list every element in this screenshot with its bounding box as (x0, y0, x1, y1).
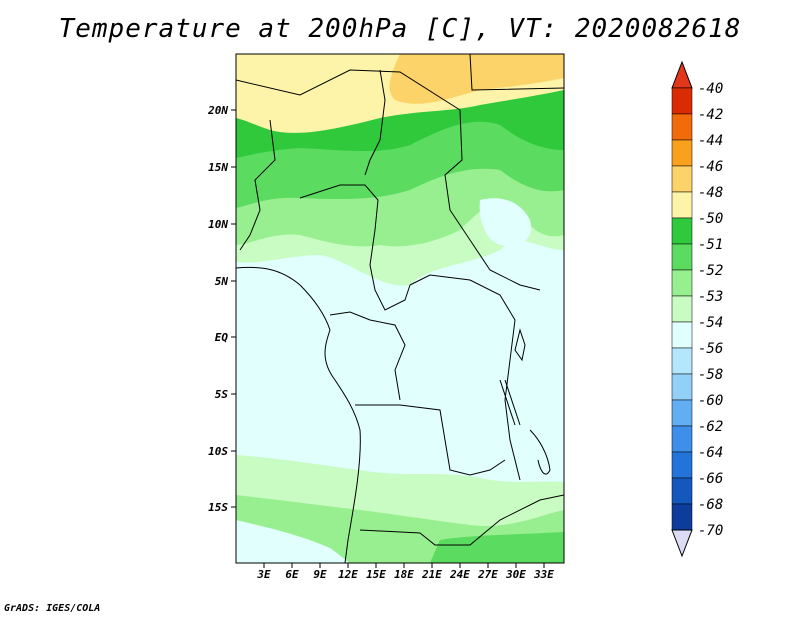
border-8 (469, 54, 564, 91)
colorbar-swatch (671, 321, 693, 349)
colorbar-label: -56 (698, 341, 723, 357)
lon-label: 15E (366, 568, 386, 581)
colorbar-swatch (671, 477, 693, 505)
lake-2 (499, 379, 521, 426)
coastlines-borders (236, 54, 564, 563)
lat-label: 10N (208, 218, 228, 231)
colorbar-top-arrow (671, 60, 693, 89)
field-band-yellow (389, 54, 564, 104)
lat-label: 5S (215, 388, 229, 401)
colorbar-label: -70 (698, 523, 723, 539)
border-4 (409, 274, 521, 481)
colorbar-label: -52 (698, 263, 723, 279)
lon-label: 33E (533, 568, 554, 581)
map-frame (235, 53, 565, 564)
lat-label: 15S (208, 501, 228, 514)
lat-label: 20N (207, 104, 228, 117)
lat-label: EQ (215, 331, 229, 344)
colorbar-swatch (671, 425, 693, 453)
lon-label: 6E (285, 568, 299, 581)
colorbar-label: -40 (698, 81, 723, 97)
colorbar-swatch (671, 295, 693, 323)
colorbar-bottom-arrow (671, 529, 693, 558)
colorbar-label: -66 (698, 471, 723, 487)
field-east-cold-patch (479, 198, 531, 247)
lon-label: 30E (505, 568, 526, 581)
colorbar-swatch (671, 165, 693, 193)
colorbar-swatch (671, 503, 693, 531)
colorbar-label: -53 (698, 289, 723, 305)
lon-label: 12E (338, 568, 358, 581)
colorbar-label: -48 (698, 185, 723, 201)
lat-label: 15N (208, 161, 228, 174)
colorbar-label: -50 (698, 211, 723, 227)
coastline-west (236, 266, 361, 563)
colorbar-label: -68 (698, 497, 723, 513)
colorbar-label: -42 (698, 107, 723, 123)
colorbar-swatch (671, 373, 693, 401)
colorbar-label: -51 (698, 237, 723, 253)
border-2 (239, 119, 276, 251)
lake-3 (529, 429, 551, 475)
colorbar-swatch (671, 399, 693, 427)
lon-label: 27E (477, 568, 498, 581)
colorbar-label: -54 (698, 315, 723, 331)
lon-label: 9E (313, 568, 327, 581)
colorbar-swatch (671, 139, 693, 167)
lat-label: 5N (215, 275, 229, 288)
lon-label: 24E (449, 568, 470, 581)
colorbar-label: -64 (698, 445, 723, 461)
lat-axis: 20N 15N 10N 5N EQ 5S 10S 15S (207, 104, 236, 514)
temperature-field (236, 54, 564, 563)
border-5 (329, 311, 406, 401)
border-6 (355, 404, 506, 476)
credit-text: GrADS: IGES/COLA (4, 603, 101, 614)
colorbar-label: -58 (698, 367, 723, 383)
lon-label: 18E (394, 568, 414, 581)
lake-1 (514, 328, 526, 362)
colorbar: -40 -42 -44 -46 -48 -50 -51 -52 -53 -54 … (671, 60, 723, 558)
colorbar-swatch (671, 451, 693, 479)
lon-label: 21E (421, 568, 442, 581)
chart-title: Temperature at 200hPa [C], VT: 202008261… (58, 14, 742, 44)
border-9 (364, 69, 386, 176)
colorbar-label: -46 (698, 159, 723, 175)
colorbar-label: -62 (698, 419, 723, 435)
colorbar-swatch (671, 243, 693, 271)
colorbar-swatch (671, 269, 693, 297)
colorbar-swatch (671, 217, 693, 245)
colorbar-label: -44 (698, 133, 723, 149)
colorbar-swatch (671, 87, 693, 115)
colorbar-label: -60 (698, 393, 723, 409)
colorbar-swatch (671, 191, 693, 219)
lon-label: 3E (256, 568, 271, 581)
border-1 (236, 69, 541, 291)
border-3 (299, 184, 411, 311)
colorbar-swatch (671, 347, 693, 375)
border-7 (359, 494, 564, 546)
colorbar-swatch (671, 113, 693, 141)
field-south-cold-patch (236, 520, 350, 563)
field-south-green-3 (430, 532, 564, 563)
lat-label: 10S (208, 445, 228, 458)
lon-axis: 3E 6E 9E 12E 15E 18E 21E 24E 27E 30E 33E (256, 563, 554, 581)
